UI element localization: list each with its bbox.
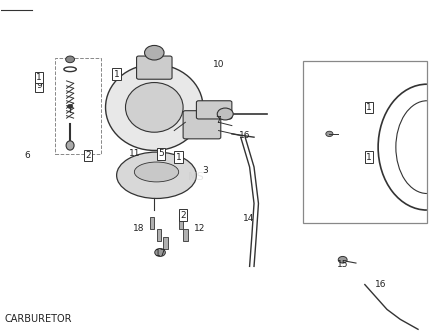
- Ellipse shape: [116, 152, 196, 198]
- Ellipse shape: [125, 82, 183, 132]
- Circle shape: [338, 257, 347, 263]
- Bar: [150, 217, 154, 229]
- Text: 1: 1: [366, 153, 372, 162]
- Circle shape: [67, 105, 73, 108]
- FancyBboxPatch shape: [136, 56, 172, 79]
- Circle shape: [66, 56, 74, 63]
- Text: 7: 7: [216, 116, 222, 125]
- Text: 11: 11: [128, 149, 140, 158]
- Text: 17: 17: [155, 248, 167, 258]
- Text: 6: 6: [24, 151, 30, 160]
- Bar: [157, 229, 161, 241]
- Circle shape: [217, 108, 233, 120]
- Text: 10: 10: [213, 60, 224, 69]
- Circle shape: [326, 131, 333, 137]
- Text: 18: 18: [133, 224, 145, 233]
- Text: 14: 14: [243, 214, 254, 223]
- Text: 12: 12: [194, 224, 206, 233]
- Text: 15: 15: [337, 260, 348, 269]
- FancyBboxPatch shape: [196, 101, 232, 119]
- Bar: [183, 229, 187, 241]
- Text: 1: 1: [36, 73, 42, 82]
- Text: MS: MS: [188, 172, 205, 182]
- Ellipse shape: [106, 64, 203, 150]
- Text: 9: 9: [36, 81, 42, 91]
- Text: 2: 2: [85, 151, 91, 160]
- FancyBboxPatch shape: [183, 111, 221, 139]
- Ellipse shape: [66, 141, 74, 150]
- Text: 2: 2: [180, 210, 186, 219]
- Ellipse shape: [134, 162, 179, 182]
- Text: 16: 16: [375, 280, 386, 289]
- Bar: [179, 217, 183, 229]
- Text: 1: 1: [114, 70, 120, 79]
- Text: 1: 1: [366, 103, 372, 112]
- Text: 16: 16: [239, 131, 250, 140]
- Text: 1: 1: [176, 153, 182, 162]
- Bar: [163, 237, 168, 249]
- Text: CARBURETOR: CARBURETOR: [5, 314, 72, 324]
- Circle shape: [145, 45, 164, 60]
- Text: 5: 5: [158, 149, 164, 158]
- Circle shape: [155, 248, 165, 257]
- Text: 3: 3: [202, 166, 208, 175]
